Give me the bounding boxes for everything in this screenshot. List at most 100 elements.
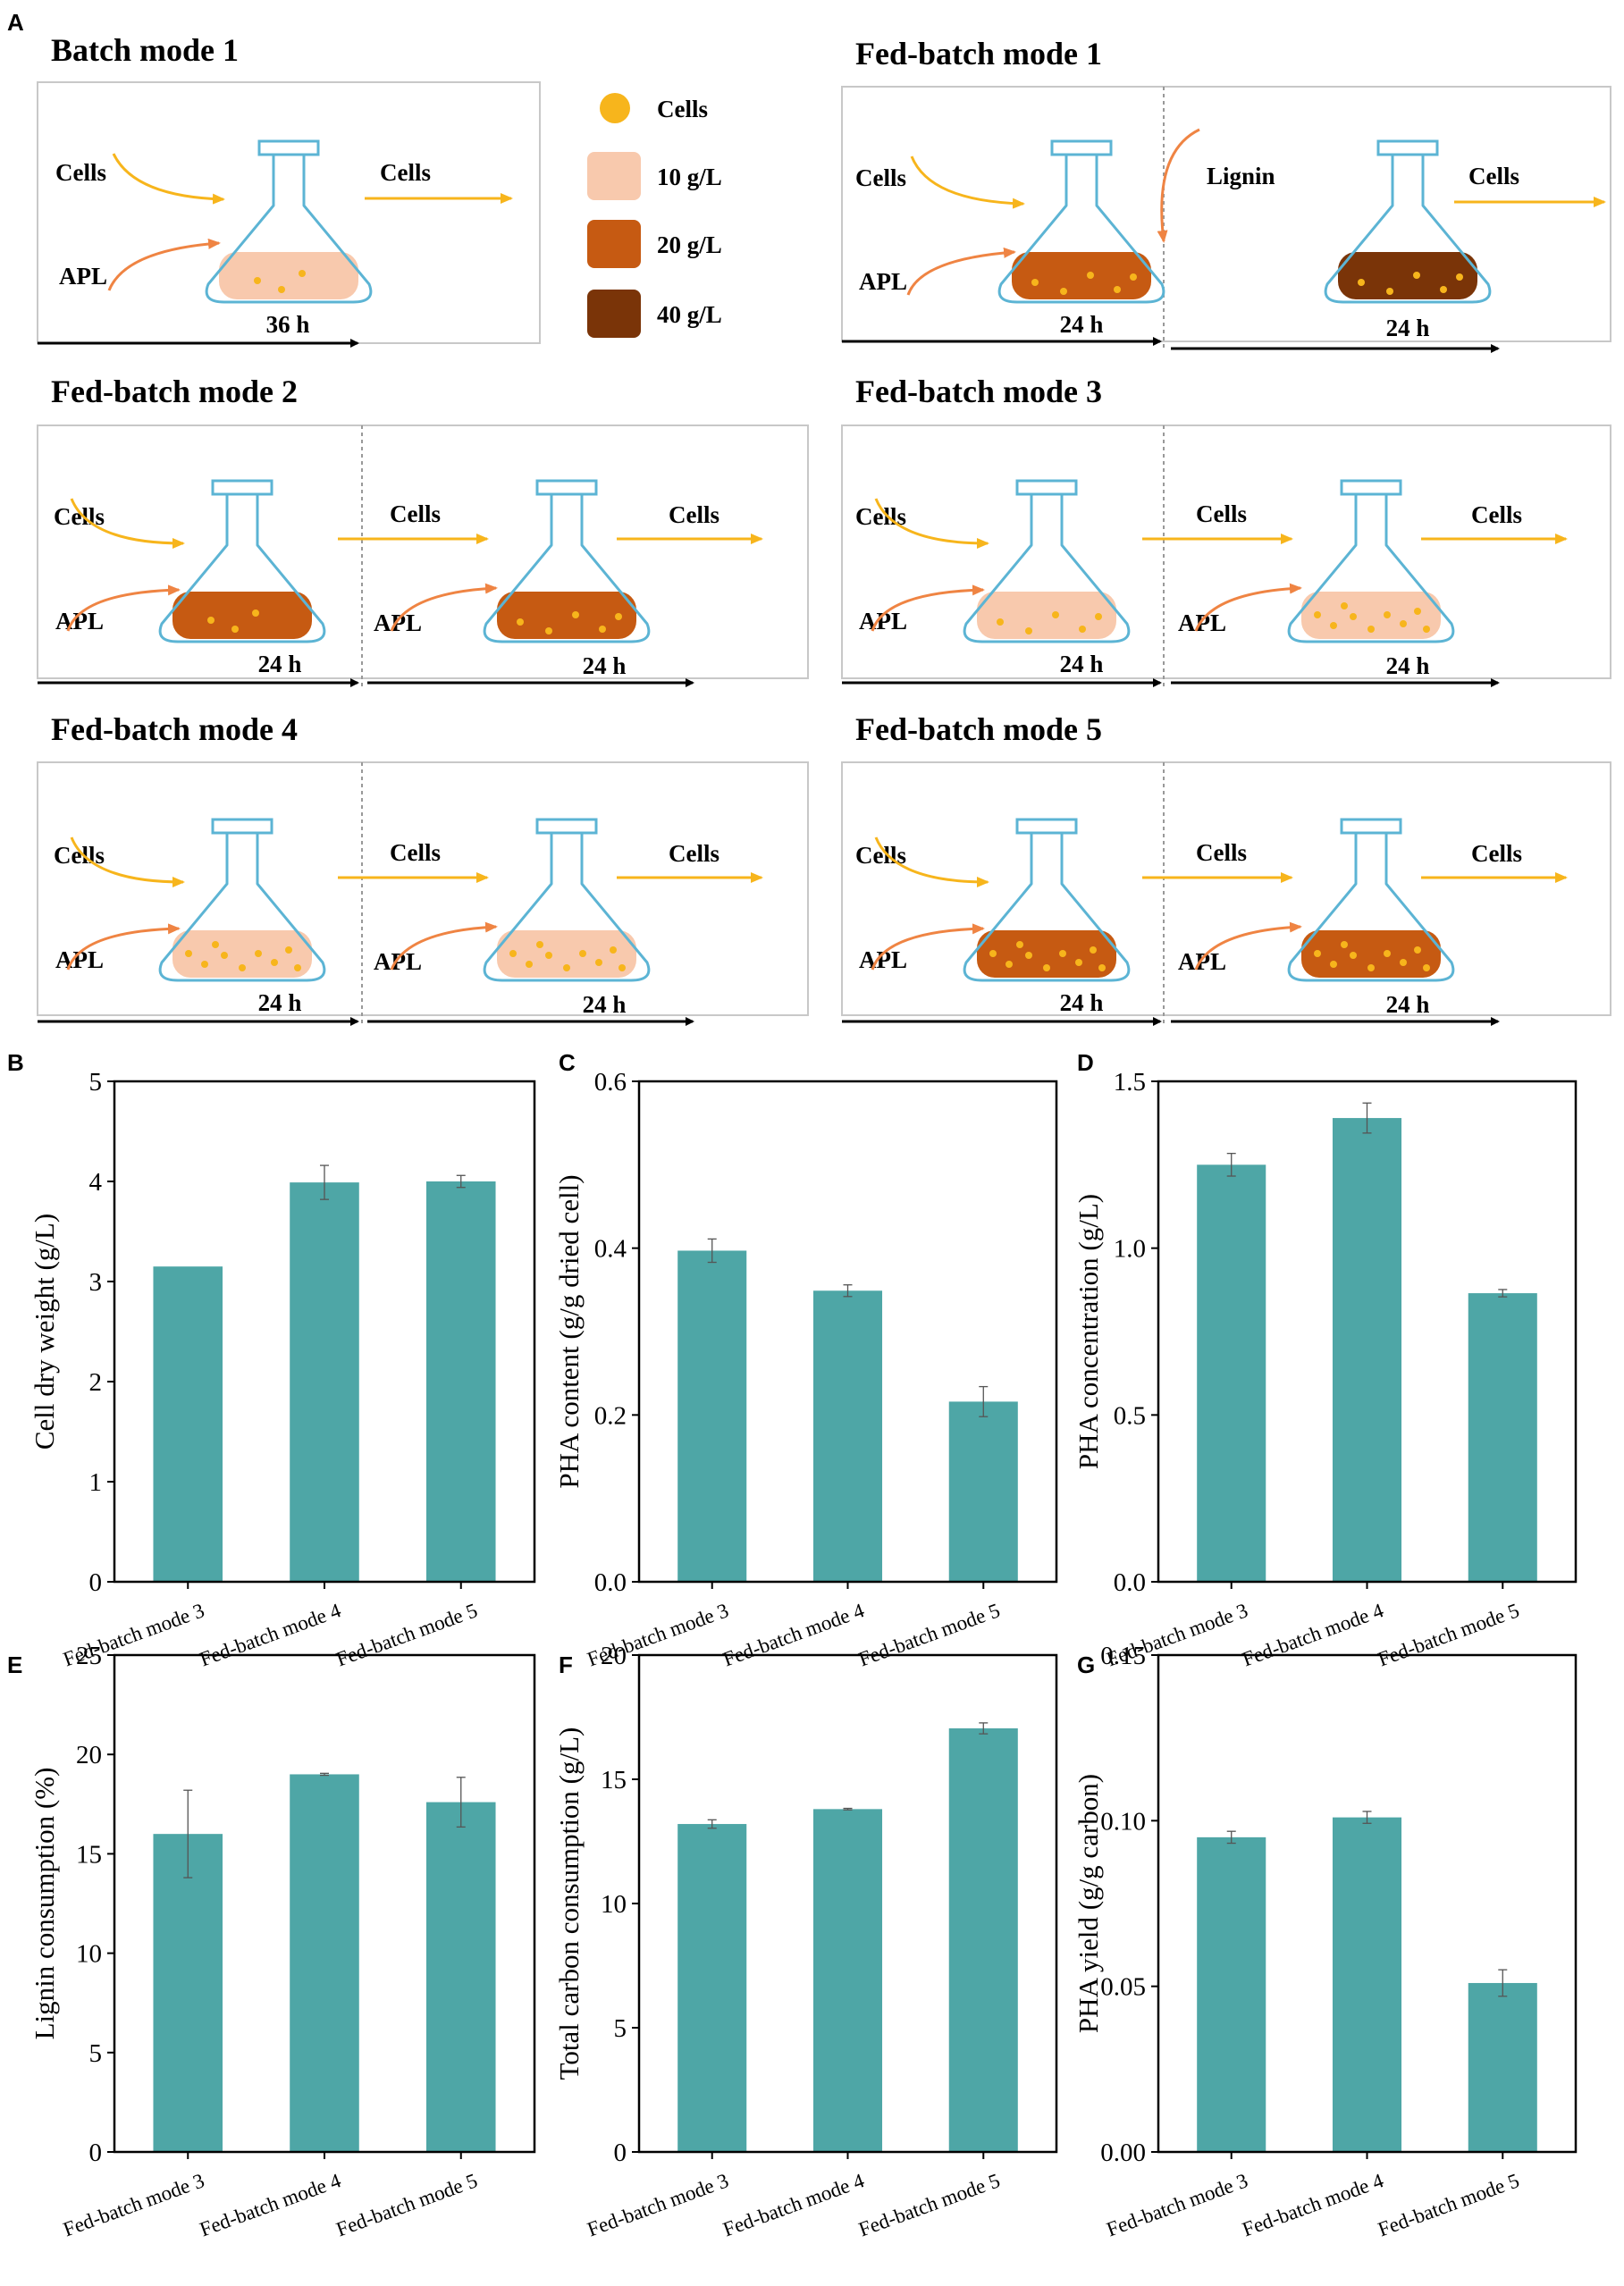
cell-dot: [1456, 273, 1463, 281]
y-tick-label: 20: [76, 1741, 102, 1769]
bar: [1332, 1817, 1402, 2152]
cell-dot: [1087, 272, 1094, 279]
flask-outline: [483, 494, 651, 643]
y-axis-label: PHA yield (g/g carbon): [1073, 1774, 1104, 2033]
bar: [1197, 1164, 1266, 1582]
cells-label: Cells: [669, 501, 719, 528]
flask-outline: [158, 833, 326, 982]
bar: [677, 1250, 747, 1582]
bar: [425, 1802, 496, 2152]
cell-dot: [299, 270, 306, 277]
panel-letter-a: A: [7, 9, 24, 36]
cell-dot: [1384, 950, 1391, 957]
legend-40-label: 40 g/L: [657, 301, 722, 328]
cell-dot: [294, 964, 301, 971]
cell-dot: [1060, 288, 1067, 295]
cells-arrow: [70, 498, 185, 549]
cell-dot: [1079, 626, 1086, 633]
x-tick-label: Fed-batch mode 4: [197, 1599, 344, 1670]
bar: [677, 1824, 747, 2152]
cell-dot: [1314, 950, 1321, 957]
cells-label: Cells: [1468, 163, 1519, 189]
legend-swatch-10: [587, 152, 641, 200]
legend-10-label: 10 g/L: [657, 164, 722, 190]
plot-frame: [113, 1653, 536, 2154]
apl-arrow: [390, 921, 498, 971]
cell-dot: [278, 286, 285, 293]
cell-dot: [1075, 959, 1082, 966]
cell-dot: [1314, 611, 1321, 618]
y-tick-label: 3: [89, 1268, 103, 1297]
cells-arrow: [112, 153, 225, 205]
cell-dot: [509, 950, 517, 957]
y-tick-label: 2: [89, 1368, 103, 1397]
apl-arrow: [107, 238, 221, 291]
x-tick-label: Fed-batch mode 4: [720, 1599, 868, 1670]
y-tick-label: 15: [601, 1766, 627, 1794]
y-axis-label: Total carbon consumption (g/L): [553, 1727, 585, 2080]
flask-icon: [1287, 818, 1455, 982]
flask-icon: [963, 818, 1131, 982]
flask-outline: [1287, 833, 1455, 982]
cells-arrow: [70, 836, 185, 887]
cell-dot: [212, 941, 219, 948]
cells-label: Cells: [669, 840, 719, 867]
cell-dot: [1025, 952, 1032, 959]
bar: [290, 1774, 359, 2152]
x-tick-label: Fed-batch mode 3: [585, 2169, 732, 2240]
cell-dot: [1059, 950, 1066, 957]
flask-icon: [158, 818, 326, 982]
cell-dot: [1341, 602, 1348, 609]
cells-arrow: [874, 836, 989, 887]
cell-dot: [1006, 961, 1013, 968]
plot-frame: [637, 1080, 1058, 1584]
cells-label: Cells: [1196, 839, 1247, 866]
bar: [812, 1809, 883, 2152]
flask-cap: [1340, 479, 1402, 496]
y-tick-label: 0.0: [1114, 1568, 1146, 1597]
cell-dot: [1423, 626, 1430, 633]
time-label: 24 h: [1060, 651, 1104, 677]
cell-dot: [1114, 286, 1121, 293]
flask-outline: [483, 833, 651, 982]
mode-boxes: [37, 81, 1611, 1016]
apl-label: APL: [859, 268, 907, 295]
cell-dot: [1423, 964, 1430, 971]
y-tick-label: 5: [89, 2039, 103, 2068]
y-axis-label: Cell dry weight (g/L): [29, 1214, 60, 1450]
time-label: 24 h: [583, 652, 627, 679]
cell-dot: [1384, 611, 1391, 618]
y-axis-label: PHA concentration (g/L): [1073, 1194, 1104, 1469]
x-tick-label: Fed-batch mode 5: [333, 1599, 481, 1670]
cell-dot: [1130, 273, 1137, 281]
time-label: 24 h: [1060, 989, 1104, 1016]
legend-20-label: 20 g/L: [657, 231, 722, 258]
apl-arrow: [906, 247, 1016, 296]
flask-cap: [1015, 818, 1078, 835]
apl-label: APL: [859, 608, 907, 635]
apl-arrow: [66, 923, 181, 971]
cell-dot: [185, 950, 192, 957]
x-tick-label: Fed-batch mode 5: [333, 2169, 481, 2240]
cell-dot: [1025, 627, 1032, 635]
x-tick-label: Fed-batch mode 3: [1104, 2169, 1251, 2240]
flask-cap: [1015, 479, 1078, 496]
apl-label: APL: [374, 948, 422, 975]
y-tick-label: 0.00: [1100, 2139, 1146, 2167]
time-label: 36 h: [266, 311, 310, 338]
panel-letter-b: B: [7, 1049, 24, 1076]
concentration-legend: Cells 10 g/L 20 g/L 40 g/L: [587, 93, 722, 338]
flask-icon: [205, 139, 373, 304]
flask-outline: [963, 494, 1131, 643]
flask-outline: [963, 833, 1131, 982]
plot-frame: [1157, 1080, 1578, 1584]
y-tick-label: 0.10: [1100, 1807, 1146, 1836]
flask-cap: [1050, 139, 1113, 156]
panel-letter-e: E: [7, 1651, 22, 1678]
fed-batch-mode-5-title: Fed-batch mode 5: [855, 711, 1102, 747]
lignin-arrow: [1157, 128, 1200, 243]
flask-cap: [211, 818, 273, 835]
y-tick-label: 10: [76, 1940, 102, 1969]
apl-label: APL: [859, 946, 907, 973]
